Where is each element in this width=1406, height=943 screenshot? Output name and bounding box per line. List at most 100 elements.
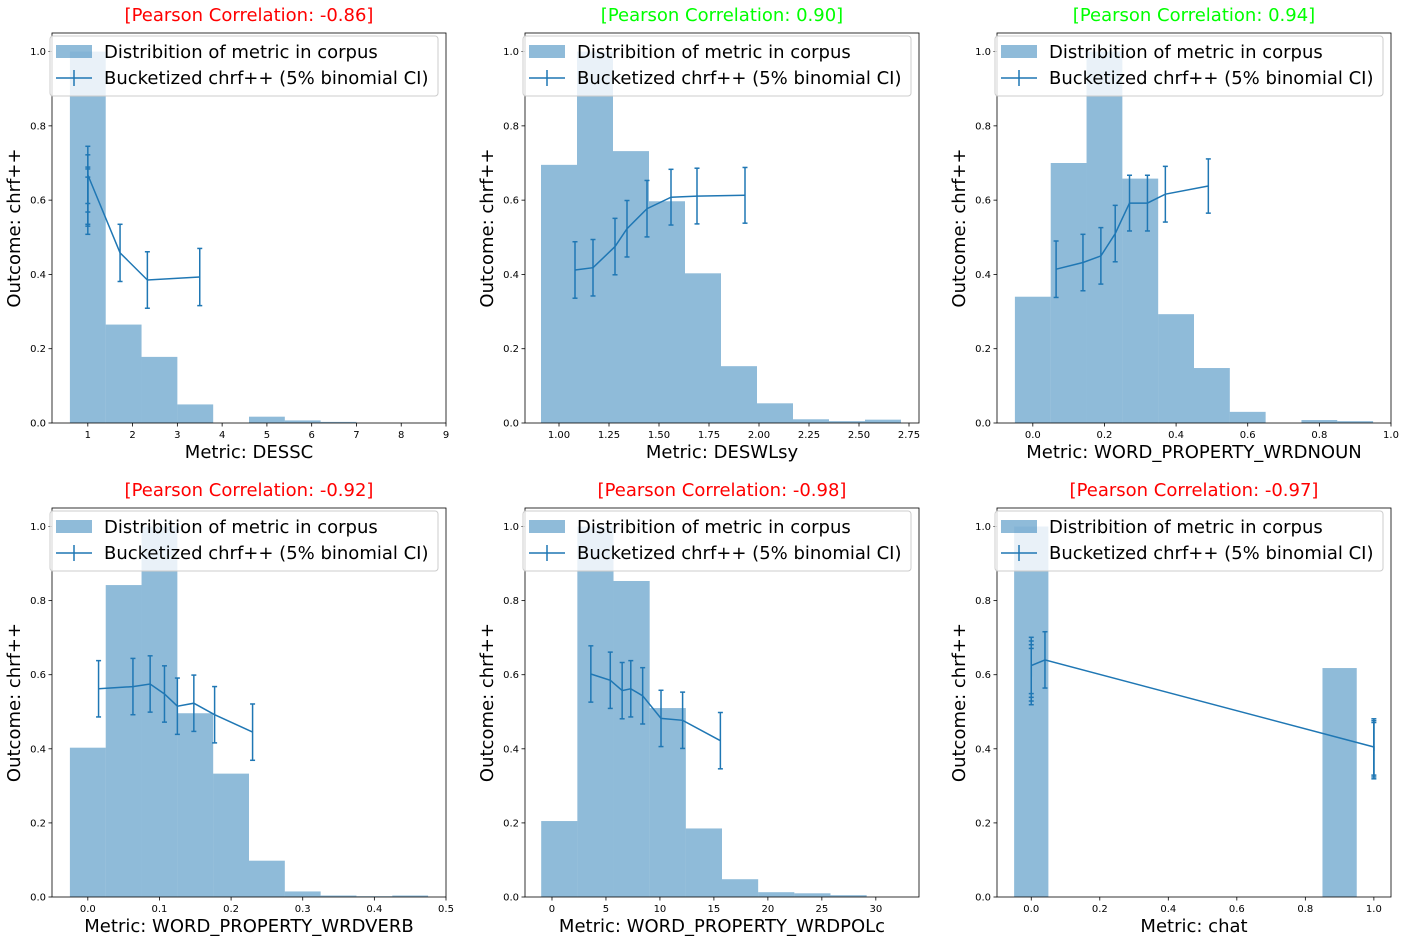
legend-hist-swatch — [529, 45, 565, 58]
histogram-bar — [722, 879, 759, 897]
x-tick-label: 30 — [869, 904, 882, 915]
histogram-bar — [392, 895, 429, 897]
y-tick-label: 0.2 — [975, 344, 991, 355]
y-tick-label: 0.2 — [503, 344, 519, 355]
legend-hist-label: Distribition of metric in corpus — [577, 42, 851, 63]
legend: Distribition of metric in corpus Bucketiz… — [994, 35, 1384, 97]
x-tick-label: 3 — [174, 430, 180, 441]
histogram-bar — [69, 51, 106, 423]
y-tick-label: 1.0 — [975, 47, 991, 58]
histogram-bar — [613, 151, 649, 423]
legend-line-label: Bucketized chrf++ (5% binomial CI) — [104, 543, 429, 564]
histogram-bar — [1122, 178, 1159, 423]
histogram-bar — [1322, 668, 1357, 897]
legend-line-label: Bucketized chrf++ (5% binomial CI) — [577, 68, 902, 89]
x-tick-label: 0.0 — [80, 904, 96, 915]
y-tick-label: 0.6 — [503, 196, 519, 207]
histogram-bar — [284, 891, 321, 897]
x-tick-label: 0.8 — [1297, 904, 1313, 915]
histogram-bar — [1194, 368, 1230, 423]
x-tick-label: 0.2 — [1092, 904, 1108, 915]
y-tick-label: 0.0 — [975, 893, 991, 904]
histogram-bar — [649, 708, 686, 897]
x-tick-label: 2.75 — [898, 430, 920, 441]
histogram-bar — [541, 164, 577, 423]
axes-frame — [51, 32, 447, 424]
x-tick-label: 1.0 — [1383, 430, 1399, 441]
x-tick-label: 0.4 — [366, 904, 382, 915]
histogram-bar — [249, 860, 285, 897]
x-tick-label: 0.0 — [1025, 430, 1041, 441]
y-tick-label: 0.0 — [503, 419, 519, 430]
histogram-bar — [105, 585, 142, 897]
x-tick-label: 0.4 — [1160, 904, 1176, 915]
x-axis-label: Metric: DESSC — [185, 442, 313, 463]
x-tick-label: 0.0 — [1023, 904, 1039, 915]
x-tick-label: 0.6 — [1240, 430, 1256, 441]
legend-box — [49, 35, 439, 97]
y-tick-label: 1.0 — [30, 47, 46, 58]
legend-hist-swatch — [56, 520, 92, 533]
subplot-2: 1.00 1.25 1.50 1.75 2.00 2.25 2.50 2.75 0.0 0.2 0.… — [477, 5, 920, 463]
y-tick-label: 0.6 — [30, 196, 46, 207]
x-tick-label: 20 — [762, 904, 775, 915]
x-tick-label: 0.6 — [1229, 904, 1245, 915]
y-tick-label: 0.8 — [503, 121, 519, 132]
y-tick-label: 0.6 — [975, 196, 991, 207]
histogram-bar — [577, 526, 614, 897]
histogram-bar — [249, 416, 285, 423]
y-tick-label: 0.2 — [30, 818, 46, 829]
histogram-bar — [829, 421, 865, 423]
bucketized-line — [1055, 185, 1209, 270]
x-tick-label: 2.00 — [748, 430, 770, 441]
legend-hist-label: Distribition of metric in corpus — [1049, 517, 1323, 538]
x-tick-label: 0 — [549, 904, 555, 915]
axes-frame — [996, 507, 1392, 898]
legend-hist-label: Distribition of metric in corpus — [1049, 42, 1323, 63]
x-tick-label: 2.50 — [848, 430, 870, 441]
histogram-bar — [1229, 411, 1266, 423]
y-axis-label: Outcome: chrf++ — [949, 148, 970, 307]
legend-box — [522, 35, 912, 97]
y-tick-label: 0.4 — [503, 270, 519, 281]
subplot-6: 0.0 0.2 0.4 0.6 0.8 1.0 0.0 0.2 0.4 0.6 0.8 1.0 [Pea… — [949, 480, 1392, 937]
y-tick-label: 1.0 — [975, 522, 991, 533]
histogram-bar — [721, 366, 757, 423]
legend: Distribition of metric in corpus Bucketiz… — [522, 35, 912, 97]
x-tick-label: 6 — [308, 430, 314, 441]
subplot-title: [Pearson Correlation: -0.97] — [1070, 480, 1319, 501]
y-axis-label: Outcome: chrf++ — [477, 148, 498, 307]
y-tick-label: 0.8 — [30, 121, 46, 132]
legend: Distribition of metric in corpus Bucketiz… — [49, 35, 439, 97]
legend-line-label: Bucketized chrf++ (5% binomial CI) — [1049, 543, 1374, 564]
y-tick-label: 0.0 — [503, 893, 519, 904]
histogram-bar — [649, 201, 685, 423]
y-tick-label: 0.4 — [975, 270, 991, 281]
legend: Distribition of metric in corpus Bucketiz… — [522, 510, 912, 572]
legend-hist-swatch — [1001, 45, 1037, 58]
y-tick-label: 0.4 — [30, 744, 46, 755]
histogram-bar — [213, 773, 249, 897]
subplot-title: [Pearson Correlation: 0.90] — [601, 5, 843, 26]
legend-line-label: Bucketized chrf++ (5% binomial CI) — [104, 68, 429, 89]
x-tick-label: 0.2 — [223, 904, 239, 915]
x-tick-label: 0.5 — [438, 904, 454, 915]
legend-box — [49, 510, 439, 572]
histogram-bar — [1337, 421, 1374, 423]
histogram-bar — [793, 419, 829, 423]
y-axis-label: Outcome: chrf++ — [4, 148, 25, 307]
histogram-bar — [1301, 420, 1338, 423]
x-tick-label: 15 — [708, 904, 721, 915]
x-tick-label: 1.00 — [548, 430, 570, 441]
x-tick-label: 2.25 — [798, 430, 820, 441]
y-tick-label: 1.0 — [503, 47, 519, 58]
legend-hist-label: Distribition of metric in corpus — [104, 517, 378, 538]
y-tick-label: 1.0 — [503, 522, 519, 533]
y-tick-label: 0.6 — [975, 670, 991, 681]
y-tick-label: 0.0 — [30, 893, 46, 904]
y-tick-label: 0.4 — [30, 270, 46, 281]
y-tick-label: 0.8 — [30, 596, 46, 607]
x-tick-label: 1.75 — [698, 430, 720, 441]
histogram-bar — [141, 526, 178, 897]
